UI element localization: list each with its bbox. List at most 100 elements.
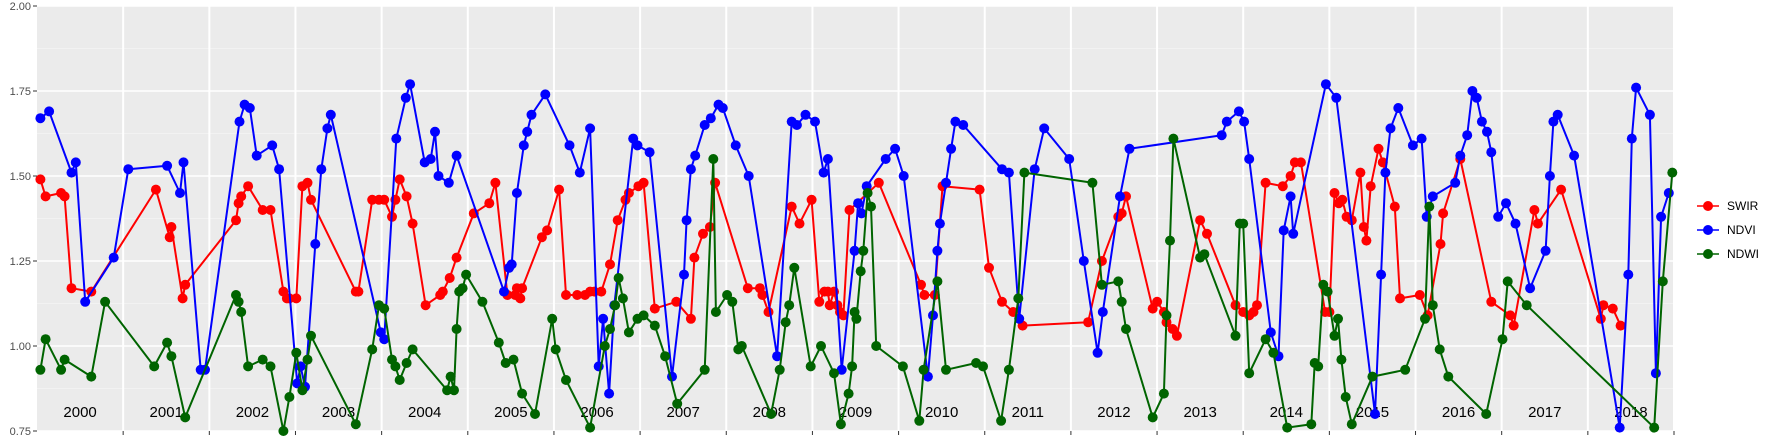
data-point-swir xyxy=(572,290,583,300)
data-point-ndwi xyxy=(1158,388,1169,399)
data-point-ndwi xyxy=(805,361,816,372)
data-point-ndwi xyxy=(610,300,621,311)
data-point-ndwi xyxy=(1116,296,1127,307)
data-point-swir xyxy=(437,286,448,297)
data-point-ndvi xyxy=(574,167,585,178)
data-point-ndvi xyxy=(1385,123,1396,134)
legend-key-dot-ndwi xyxy=(1703,249,1713,259)
data-point-ndvi xyxy=(1656,211,1667,222)
data-point-ndwi xyxy=(1282,422,1293,433)
data-point-swir xyxy=(1171,330,1182,341)
data-point-swir xyxy=(1252,300,1262,311)
data-point-ndwi xyxy=(550,344,561,355)
data-point-ndvi xyxy=(1288,228,1299,239)
y-axis: 0.75 1.00 1.25 1.50 1.75 2.00 xyxy=(10,1,37,438)
data-point-swir xyxy=(1389,201,1400,212)
data-point-ndvi xyxy=(1278,225,1289,236)
data-point-ndwi xyxy=(407,344,418,355)
data-point-ndwi xyxy=(1306,419,1317,430)
data-point-ndvi xyxy=(958,120,969,130)
data-point-swir xyxy=(536,232,547,243)
data-point-swir xyxy=(794,218,805,229)
data-point-swir xyxy=(554,184,565,195)
year-label: 2005 xyxy=(494,404,527,421)
data-point-ndwi xyxy=(449,385,459,396)
data-point-ndwi xyxy=(278,426,289,436)
data-point-ndwi xyxy=(291,347,302,358)
year-label: 2011 xyxy=(1012,404,1044,421)
data-point-swir xyxy=(59,191,70,202)
data-point-swir xyxy=(407,218,418,229)
data-point-ndwi xyxy=(829,368,839,379)
data-point-ndvi xyxy=(1427,191,1438,202)
year-label: 2017 xyxy=(1528,404,1561,421)
data-point-ndwi xyxy=(897,361,908,372)
data-point-swir xyxy=(1486,296,1497,307)
data-point-ndwi xyxy=(855,266,866,277)
data-point-ndwi xyxy=(941,364,951,375)
data-point-swir xyxy=(742,283,753,294)
data-point-swir xyxy=(150,184,161,195)
data-point-ndvi xyxy=(499,286,509,297)
data-point-ndvi xyxy=(1239,116,1250,127)
data-point-ndvi xyxy=(1221,116,1232,127)
data-point-ndwi xyxy=(35,364,46,375)
data-point-ndwi xyxy=(672,398,683,409)
data-point-ndvi xyxy=(950,116,961,127)
data-point-ndvi xyxy=(1124,143,1135,154)
data-point-swir xyxy=(291,293,302,304)
data-point-ndvi xyxy=(810,116,820,127)
data-point-ndwi xyxy=(1244,368,1255,379)
data-point-ndvi xyxy=(934,218,945,229)
legend-label-swir: SWIR xyxy=(1727,199,1759,213)
data-point-ndvi xyxy=(743,171,754,181)
data-point-ndwi xyxy=(722,290,733,300)
data-point-ndvi xyxy=(1663,188,1674,198)
data-point-ndwi xyxy=(493,337,504,348)
data-point-ndvi xyxy=(932,245,943,256)
data-point-ndwi xyxy=(1199,249,1210,260)
data-point-ndvi xyxy=(292,378,303,389)
data-point-ndvi xyxy=(80,296,91,307)
data-point-swir xyxy=(66,283,77,294)
data-point-ndvi xyxy=(175,188,185,198)
data-point-ndwi xyxy=(561,375,571,385)
data-point-swir xyxy=(1230,300,1241,311)
data-point-swir xyxy=(824,300,835,311)
data-point-ndwi xyxy=(1367,371,1378,382)
data-point-ndvi xyxy=(1626,133,1637,144)
legend-item-ndwi: NDWI xyxy=(1697,247,1759,261)
data-point-ndvi xyxy=(443,177,454,188)
data-point-ndwi xyxy=(1147,412,1158,423)
data-point-swir xyxy=(257,205,268,215)
data-point-ndwi xyxy=(302,354,313,365)
data-point-ndvi xyxy=(946,143,957,154)
data-point-ndwi xyxy=(1013,293,1024,304)
data-point-ndvi xyxy=(391,133,402,144)
data-point-ndvi xyxy=(898,171,909,181)
legend-key-dot-ndvi xyxy=(1703,225,1713,235)
data-point-ndvi xyxy=(1233,106,1244,117)
data-point-swir xyxy=(243,181,254,192)
data-point-ndwi xyxy=(284,392,295,402)
data-point-ndvi xyxy=(564,140,575,151)
data-point-ndvi xyxy=(518,140,529,151)
year-label: 2007 xyxy=(666,404,699,421)
data-point-ndwi xyxy=(1161,310,1172,321)
data-point-swir xyxy=(1395,293,1405,304)
data-point-swir xyxy=(517,283,528,294)
data-point-swir xyxy=(1152,296,1163,307)
data-point-swir xyxy=(671,296,682,307)
data-point-ndwi xyxy=(236,307,247,317)
data-point-swir xyxy=(1532,218,1543,229)
data-point-ndvi xyxy=(1265,327,1276,338)
data-point-ndwi xyxy=(394,375,405,385)
data-point-ndwi xyxy=(932,276,943,287)
data-point-ndwi xyxy=(638,310,649,321)
data-point-ndvi xyxy=(772,351,783,362)
data-point-ndvi xyxy=(433,171,444,181)
data-point-swir xyxy=(561,290,571,300)
year-label: 2013 xyxy=(1183,404,1216,421)
data-point-ndwi xyxy=(166,351,177,362)
